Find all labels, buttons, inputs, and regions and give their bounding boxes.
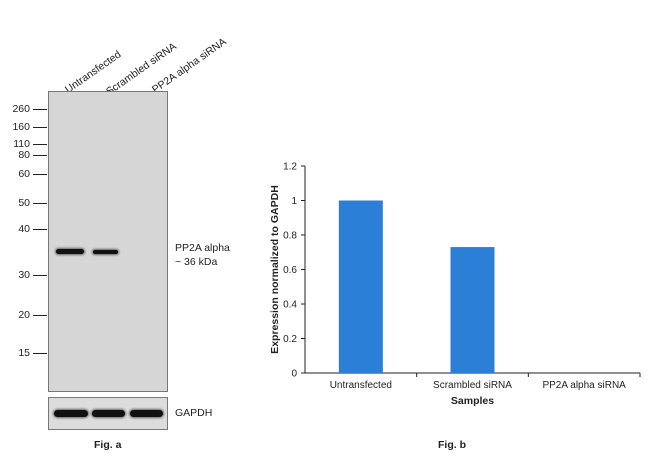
mw-tick-15 bbox=[33, 353, 47, 354]
figure-b-caption: Fig. b bbox=[438, 439, 466, 451]
y-tick-label: 0.6 bbox=[283, 265, 297, 276]
mw-tick-20 bbox=[33, 315, 47, 316]
band-label-protein: PP2A alpha bbox=[175, 242, 230, 254]
mw-label-160: 160 bbox=[12, 121, 30, 133]
mw-tick-260 bbox=[33, 109, 47, 110]
x-tick-label: Scrambled siRNA bbox=[433, 380, 512, 391]
figure-a-caption: Fig. a bbox=[94, 439, 122, 451]
mw-label-50: 50 bbox=[18, 197, 30, 209]
mw-tick-40 bbox=[33, 229, 47, 230]
y-tick-label: 0.8 bbox=[283, 231, 297, 242]
gapdh-blot-panel bbox=[48, 397, 168, 430]
mw-label-80: 80 bbox=[18, 149, 30, 161]
y-tick-label: 1 bbox=[291, 196, 297, 207]
mw-tick-160 bbox=[33, 127, 47, 128]
mw-label-30: 30 bbox=[18, 269, 30, 281]
gapdh-band-pp2a-alpha-sirna bbox=[130, 410, 163, 417]
x-axis-title: Samples bbox=[451, 395, 494, 407]
band-label-size: ~ 36 kDa bbox=[175, 256, 218, 268]
mw-tick-50 bbox=[33, 203, 47, 204]
bar bbox=[450, 247, 495, 373]
y-tick-label: 1.2 bbox=[283, 162, 297, 173]
mw-label-20: 20 bbox=[18, 309, 30, 321]
western-blot-panel bbox=[48, 91, 168, 392]
loading-control-label: GAPDH bbox=[175, 407, 213, 419]
mw-tick-60 bbox=[33, 174, 47, 175]
mw-tick-110 bbox=[33, 144, 47, 145]
y-axis-title: Expression normalized to GAPDH bbox=[269, 185, 281, 354]
y-tick-label: 0 bbox=[291, 369, 297, 380]
blot-band-scrambled-sirna bbox=[93, 250, 118, 254]
mw-label-15: 15 bbox=[18, 347, 30, 359]
y-tick-label: 0.4 bbox=[283, 300, 297, 311]
mw-label-260: 260 bbox=[12, 103, 30, 115]
bar bbox=[338, 200, 383, 373]
y-tick-label: 0.2 bbox=[283, 334, 297, 345]
gapdh-band-untransfected bbox=[54, 410, 88, 417]
mw-label-40: 40 bbox=[18, 223, 30, 235]
blot-band-untransfected bbox=[56, 249, 84, 254]
gapdh-band-scrambled-sirna bbox=[92, 410, 125, 417]
mw-tick-30 bbox=[33, 275, 47, 276]
x-tick-label: PP2A alpha siRNA bbox=[542, 380, 626, 391]
mw-tick-80 bbox=[33, 155, 47, 156]
mw-label-110: 110 bbox=[13, 138, 30, 150]
x-tick-label: Untransfected bbox=[330, 380, 392, 391]
mw-label-60: 60 bbox=[18, 168, 30, 180]
